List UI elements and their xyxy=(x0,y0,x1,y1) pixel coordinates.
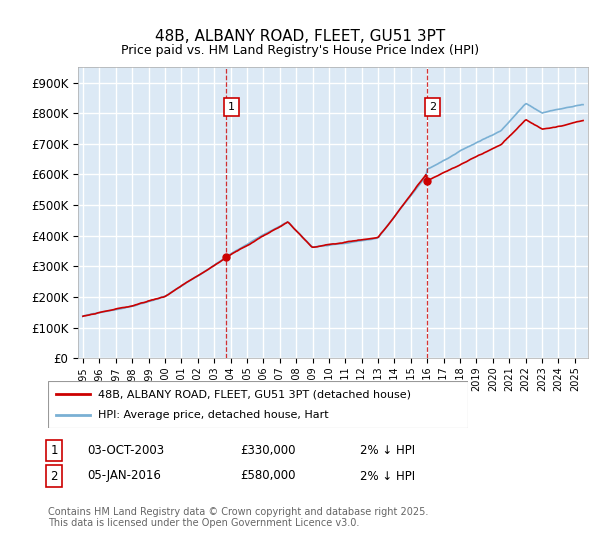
Text: HPI: Average price, detached house, Hart: HPI: Average price, detached house, Hart xyxy=(98,410,329,420)
Text: 1: 1 xyxy=(50,444,58,458)
Text: 2% ↓ HPI: 2% ↓ HPI xyxy=(360,444,415,458)
Text: Price paid vs. HM Land Registry's House Price Index (HPI): Price paid vs. HM Land Registry's House … xyxy=(121,44,479,57)
Text: 05-JAN-2016: 05-JAN-2016 xyxy=(87,469,161,483)
Text: 2% ↓ HPI: 2% ↓ HPI xyxy=(360,469,415,483)
Text: £330,000: £330,000 xyxy=(240,444,296,458)
Text: 03-OCT-2003: 03-OCT-2003 xyxy=(87,444,164,458)
Text: 48B, ALBANY ROAD, FLEET, GU51 3PT (detached house): 48B, ALBANY ROAD, FLEET, GU51 3PT (detac… xyxy=(98,389,412,399)
Text: 1: 1 xyxy=(228,102,235,112)
Text: 2: 2 xyxy=(428,102,436,112)
FancyBboxPatch shape xyxy=(48,381,468,428)
Text: 2: 2 xyxy=(50,469,58,483)
Text: £580,000: £580,000 xyxy=(240,469,296,483)
Text: Contains HM Land Registry data © Crown copyright and database right 2025.
This d: Contains HM Land Registry data © Crown c… xyxy=(48,507,428,529)
Text: 48B, ALBANY ROAD, FLEET, GU51 3PT: 48B, ALBANY ROAD, FLEET, GU51 3PT xyxy=(155,29,445,44)
